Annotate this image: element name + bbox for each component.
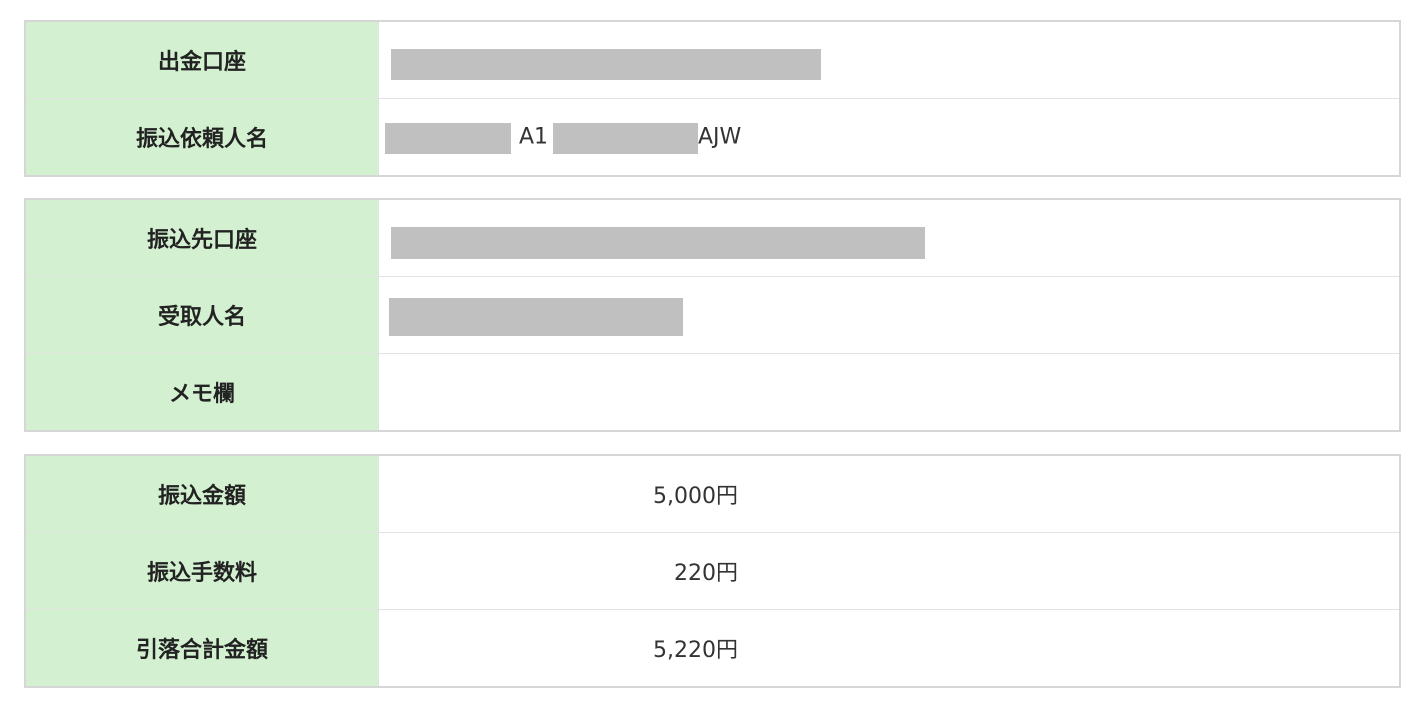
row-label: 振込金額 — [24, 454, 379, 533]
recipient-table: 振込先口座 受取人名 メモ欄 — [24, 198, 1401, 432]
row-value: 5,000円 — [378, 454, 1401, 533]
row-value: 220円 — [378, 532, 1401, 610]
row-label: 出金口座 — [24, 20, 379, 99]
row-label: 振込依頼人名 — [24, 98, 379, 177]
amount: 5,000円 — [653, 484, 738, 509]
row-label: 引落合計金額 — [24, 609, 379, 688]
row-value — [378, 276, 1401, 354]
sender-table: 出金口座 振込依頼人名 A1 AJW — [24, 20, 1401, 177]
value-text: A1 — [519, 124, 549, 150]
row-value: A1 AJW — [378, 98, 1401, 177]
row-label: メモ欄 — [24, 353, 379, 432]
value-text: AJW — [698, 124, 742, 150]
row-label: 振込手数料 — [24, 532, 379, 610]
amount: 5,220円 — [653, 638, 738, 663]
row-label: 受取人名 — [24, 276, 379, 354]
redaction — [391, 49, 821, 80]
row-value — [378, 198, 1401, 277]
amount: 220円 — [674, 561, 738, 586]
redaction — [553, 123, 698, 154]
redaction — [391, 227, 925, 259]
amount-table: 振込金額 5,000円 振込手数料 220円 引落合計金額 5,220円 — [24, 454, 1401, 688]
row-label: 振込先口座 — [24, 198, 379, 277]
row-value — [378, 353, 1401, 432]
row-value — [378, 20, 1401, 99]
redaction — [389, 298, 683, 336]
row-value: 5,220円 — [378, 609, 1401, 688]
redaction — [385, 123, 511, 154]
